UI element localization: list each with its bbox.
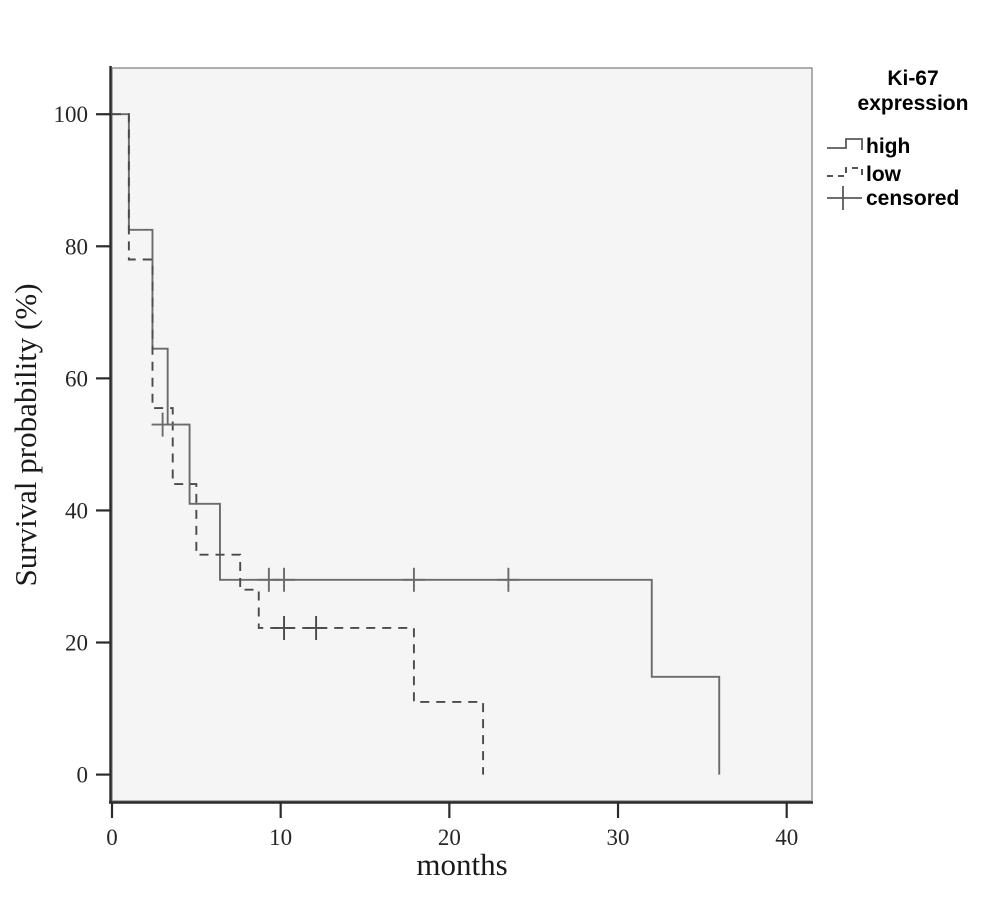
y-tick-label: 20 [65, 631, 88, 656]
x-tick-label: 40 [775, 825, 798, 850]
plot-area-background [111, 67, 813, 802]
legend-entry-low: low [827, 163, 902, 186]
legend-label-high: high [866, 135, 910, 158]
x-axis-label: months [416, 847, 507, 882]
x-tick-label: 30 [607, 825, 630, 850]
legend-dashed-step-icon [827, 167, 863, 178]
legend-title-line2: expression [858, 92, 969, 115]
y-axis-ticks: 0 20 40 60 80 100 [54, 102, 110, 788]
censored-marker-high [273, 567, 296, 592]
legend-entry-high: high [827, 135, 910, 158]
censored-marker-high [402, 567, 425, 592]
x-axis-ticks: 0 10 20 30 40 [106, 803, 798, 850]
x-tick-label: 20 [438, 825, 461, 850]
legend-title-line1: Ki-67 [887, 67, 938, 90]
y-tick-label: 40 [65, 498, 88, 523]
y-tick-label: 100 [54, 102, 89, 127]
y-tick-label: 0 [77, 763, 89, 788]
series-line-low [112, 113, 485, 775]
series-layer [112, 113, 721, 775]
y-tick-label: 80 [65, 234, 88, 259]
x-tick-label: 10 [269, 825, 292, 850]
legend-label-censored: censored [866, 187, 959, 210]
legend-solid-step-icon [827, 138, 863, 150]
y-tick-label: 60 [65, 366, 88, 391]
x-tick-label: 0 [106, 825, 118, 850]
legend-label-low: low [866, 163, 902, 186]
series-line-high [112, 113, 721, 775]
censored-marker-low [305, 615, 328, 640]
censored-marker-low [273, 615, 296, 640]
censored-marker-high [497, 567, 520, 592]
legend: Ki-67 expression high low censored [827, 67, 968, 210]
legend-entry-censored: censored [827, 186, 959, 210]
censored-markers-layer [151, 412, 520, 640]
y-axis-label: Survival probability (%) [8, 283, 43, 586]
censored-marker-high [151, 412, 174, 437]
